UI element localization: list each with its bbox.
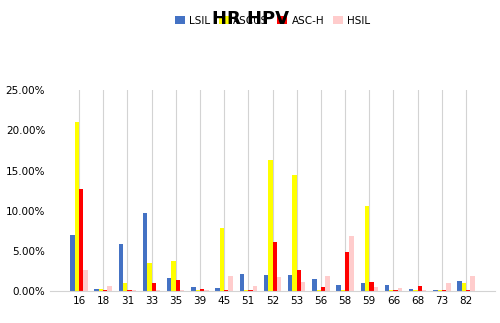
Bar: [108, 286, 112, 291]
Bar: [156, 290, 160, 291]
Bar: [360, 284, 365, 291]
Bar: [312, 279, 316, 291]
Bar: [350, 236, 354, 291]
Bar: [470, 276, 475, 291]
Bar: [321, 287, 325, 291]
Bar: [394, 290, 398, 291]
Bar: [389, 290, 394, 291]
Bar: [374, 287, 378, 291]
Bar: [99, 289, 103, 291]
Bar: [398, 288, 402, 291]
Bar: [196, 290, 200, 291]
Bar: [70, 235, 74, 291]
Bar: [370, 282, 374, 291]
Bar: [296, 270, 301, 291]
Bar: [224, 290, 228, 291]
Bar: [180, 290, 184, 291]
Bar: [123, 284, 128, 291]
Bar: [264, 275, 268, 291]
Bar: [74, 122, 79, 291]
Text: HR HPV: HR HPV: [212, 10, 288, 28]
Bar: [409, 289, 414, 291]
Bar: [248, 290, 252, 291]
Bar: [167, 278, 172, 291]
Bar: [277, 277, 281, 291]
Bar: [422, 290, 426, 291]
Bar: [365, 206, 370, 291]
Bar: [433, 290, 438, 291]
Bar: [340, 290, 345, 291]
Bar: [176, 280, 180, 291]
Bar: [172, 261, 175, 291]
Bar: [118, 244, 123, 291]
Bar: [244, 290, 248, 291]
Bar: [385, 285, 389, 291]
Bar: [418, 286, 422, 291]
Bar: [272, 242, 277, 291]
Bar: [128, 290, 132, 291]
Bar: [458, 281, 462, 291]
Bar: [200, 289, 204, 291]
Bar: [204, 290, 208, 291]
Bar: [466, 290, 470, 291]
Bar: [147, 264, 152, 291]
Bar: [143, 213, 147, 291]
Bar: [325, 276, 330, 291]
Bar: [316, 290, 321, 291]
Bar: [84, 270, 87, 291]
Bar: [103, 290, 108, 291]
Bar: [191, 287, 196, 291]
Bar: [268, 160, 272, 291]
Bar: [336, 285, 340, 291]
Bar: [132, 290, 136, 291]
Bar: [79, 189, 84, 291]
Bar: [94, 289, 99, 291]
Legend: LSIL, ASCUS, ASC-H, HSIL: LSIL, ASCUS, ASC-H, HSIL: [170, 12, 374, 30]
Bar: [414, 290, 418, 291]
Bar: [292, 174, 296, 291]
Bar: [301, 282, 306, 291]
Bar: [442, 290, 446, 291]
Bar: [240, 274, 244, 291]
Bar: [446, 283, 450, 291]
Bar: [462, 284, 466, 291]
Bar: [152, 283, 156, 291]
Bar: [220, 228, 224, 291]
Bar: [288, 275, 292, 291]
Bar: [216, 288, 220, 291]
Bar: [345, 252, 350, 291]
Bar: [438, 290, 442, 291]
Bar: [228, 276, 233, 291]
Bar: [252, 286, 257, 291]
